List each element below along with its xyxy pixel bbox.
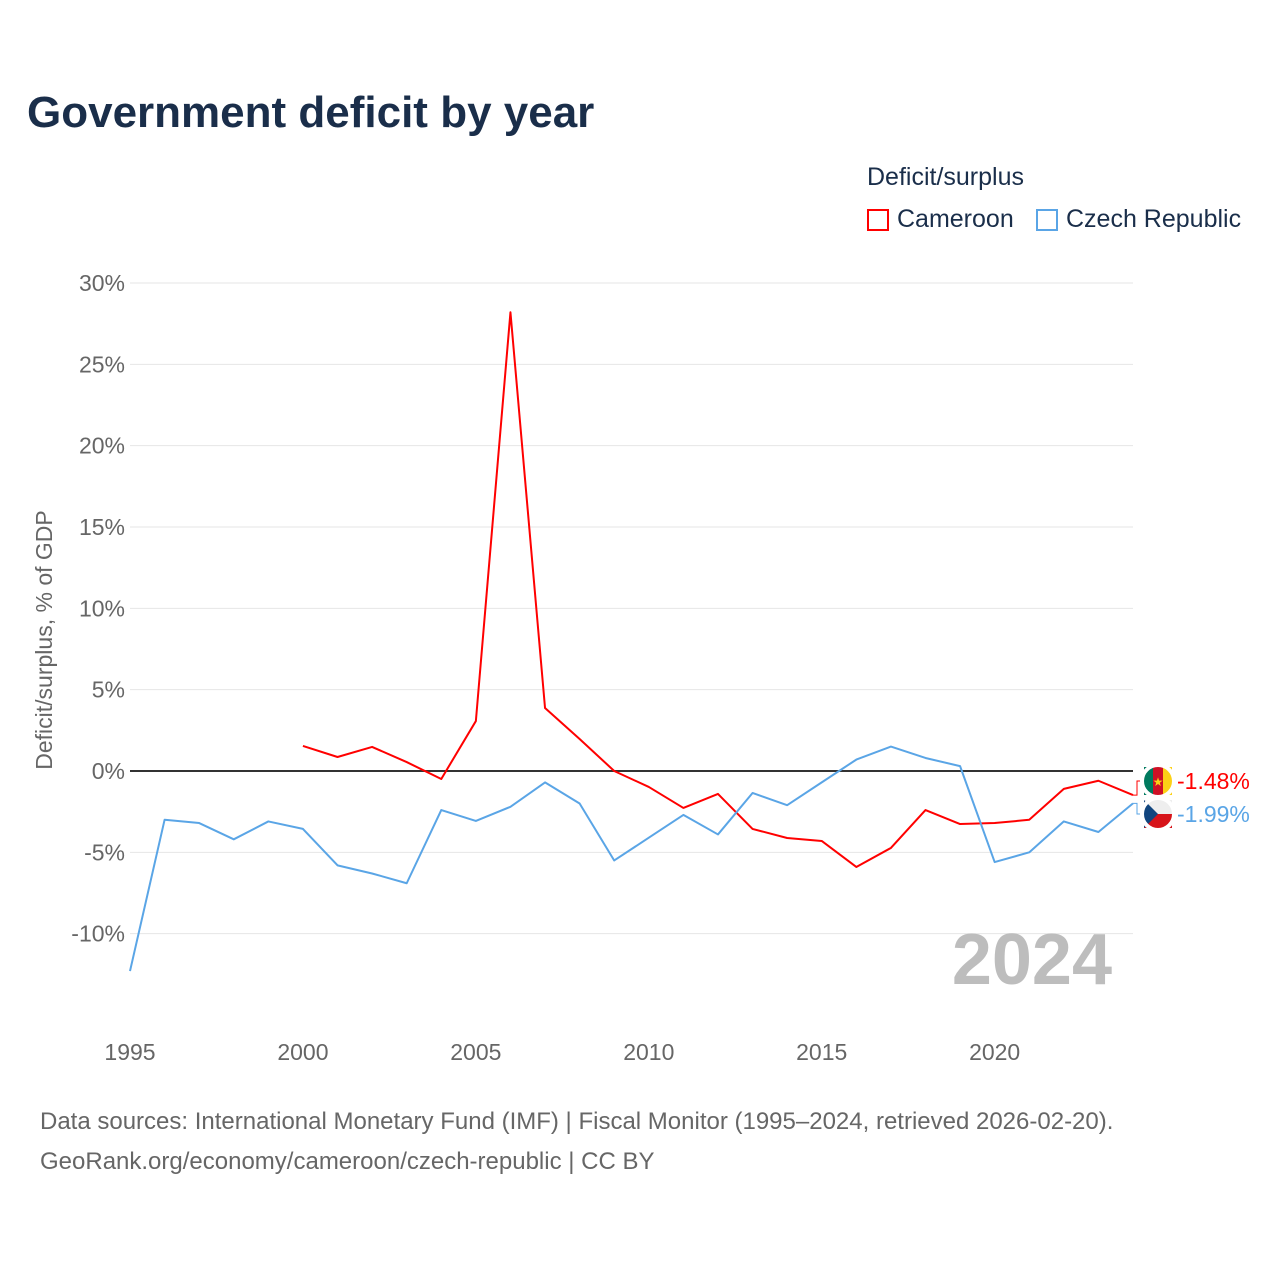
series-line-cameroon xyxy=(302,311,1134,868)
x-tick-label: 2015 xyxy=(796,1039,847,1065)
x-tick-label: 1995 xyxy=(104,1039,155,1065)
y-tick-label: 10% xyxy=(79,595,125,621)
end-value-label: -1.48% xyxy=(1177,768,1250,794)
cameroon-flag-icon xyxy=(1163,767,1172,795)
legend-swatch-czech xyxy=(1036,208,1058,231)
y-tick-label: 20% xyxy=(79,433,125,459)
year-watermark: 2024 xyxy=(952,920,1112,1000)
y-tick-label: 0% xyxy=(92,758,125,784)
y-tick-label: 25% xyxy=(79,351,125,377)
end-value-label: -1.99% xyxy=(1177,801,1250,827)
czech-flag-icon xyxy=(1144,800,1158,828)
cameroon-flag-icon xyxy=(1153,767,1163,795)
legend-item-cameroon[interactable]: Cameroon xyxy=(867,205,1014,234)
x-tick-label: 2005 xyxy=(450,1039,501,1065)
y-tick-label: 30% xyxy=(79,270,125,296)
legend-label: Czech Republic xyxy=(1066,205,1242,233)
series-line-czech-republic xyxy=(129,745,1134,972)
flag-mask xyxy=(1140,796,1176,832)
y-tick-label: -10% xyxy=(71,921,125,947)
star-icon: ★ xyxy=(1153,775,1164,789)
x-tick-label: 2010 xyxy=(623,1039,674,1065)
chart-title: Government deficit by year xyxy=(27,88,595,137)
y-tick-label: -5% xyxy=(84,839,125,865)
legend-item-czech-republic[interactable]: Czech Republic xyxy=(1036,205,1241,234)
source-line-1: Data sources: International Monetary Fun… xyxy=(40,1108,1114,1135)
legend-label: Cameroon xyxy=(897,205,1014,233)
x-tick-label: 2020 xyxy=(969,1039,1020,1065)
legend-swatch-cameroon xyxy=(867,208,889,231)
source-line-2[interactable]: GeoRank.org/economy/cameroon/czech-repub… xyxy=(40,1148,655,1175)
y-axis-label: Deficit/surplus, % of GDP xyxy=(31,510,57,769)
cameroon-flag-icon xyxy=(1144,767,1153,795)
legend-title: Deficit/surplus xyxy=(867,163,1024,191)
y-tick-label: 5% xyxy=(92,677,125,703)
x-tick-label: 2000 xyxy=(277,1039,328,1065)
y-tick-label: 15% xyxy=(79,514,125,540)
